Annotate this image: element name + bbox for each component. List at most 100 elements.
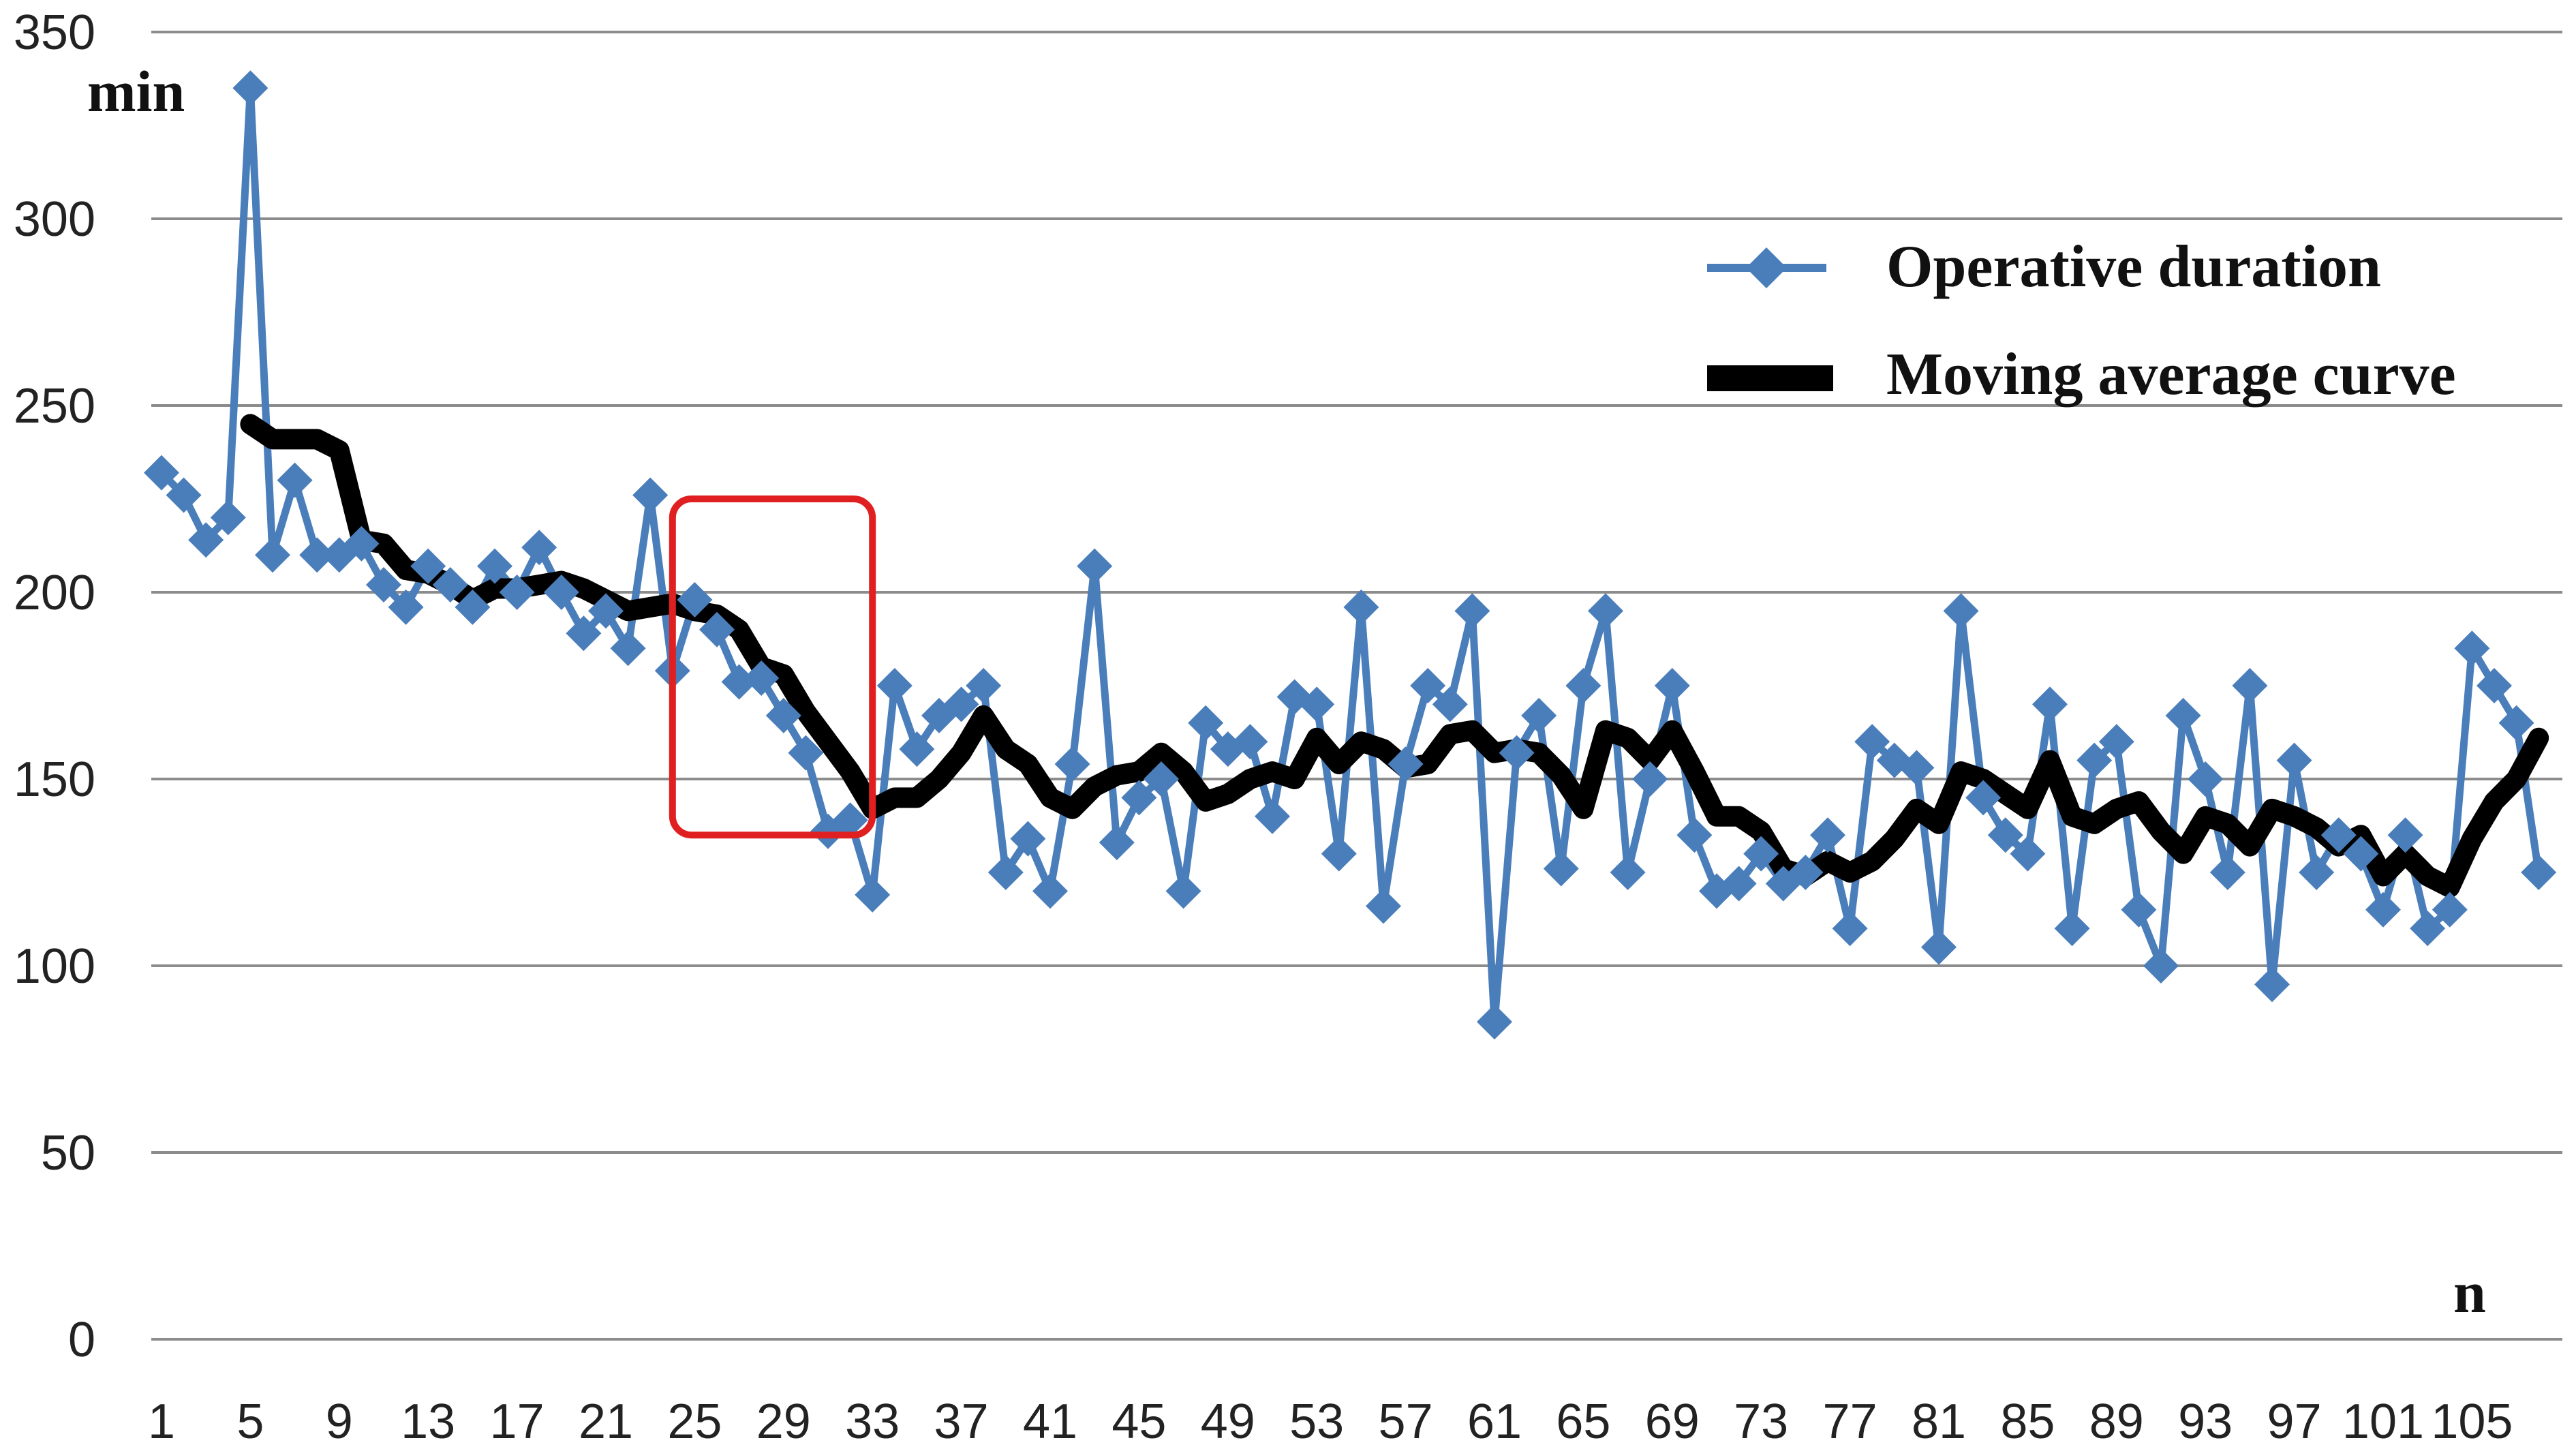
y-tick-label: 350 <box>14 5 95 60</box>
x-tick-label: 105 <box>2431 1394 2513 1449</box>
data-point-operative-duration <box>2032 686 2068 722</box>
x-tick-label: 1 <box>148 1394 175 1449</box>
data-point-operative-duration <box>721 664 757 700</box>
data-point-operative-duration <box>966 668 1002 703</box>
data-point-operative-duration <box>410 548 446 584</box>
data-point-operative-duration <box>2343 836 2379 872</box>
data-point-operative-duration <box>2432 891 2468 928</box>
data-point-operative-duration <box>1743 836 1779 872</box>
data-point-operative-duration <box>2410 911 2446 947</box>
data-point-operative-duration <box>277 462 313 498</box>
data-point-operative-duration <box>2232 668 2268 703</box>
data-point-operative-duration <box>388 589 424 625</box>
x-tick-label: 101 <box>2342 1394 2424 1449</box>
data-point-operative-duration <box>588 593 624 629</box>
data-point-operative-duration <box>1121 780 1157 816</box>
y-tick-label: 200 <box>14 566 95 620</box>
data-point-operative-duration <box>1721 866 1757 902</box>
series-line-operative-duration <box>159 84 2543 1026</box>
data-point-operative-duration <box>1299 686 1335 722</box>
data-point-operative-duration <box>1387 746 1424 782</box>
data-point-operative-duration <box>188 522 224 558</box>
data-point-operative-duration <box>1810 817 1845 853</box>
data-point-operative-duration <box>1854 724 1890 760</box>
data-point-operative-duration <box>2254 966 2290 1003</box>
legend-label-moving-average: Moving average curve <box>1886 341 2456 408</box>
y-axis-ticks: 0 50 100 150 200 250 300 350 <box>14 5 95 1367</box>
data-point-operative-duration <box>743 660 780 697</box>
data-point-operative-duration <box>1788 855 1824 890</box>
data-point-operative-duration <box>855 876 891 913</box>
data-point-operative-duration <box>1144 761 1179 797</box>
x-tick-label: 33 <box>845 1394 900 1449</box>
data-point-operative-duration <box>2299 855 2335 890</box>
data-point-operative-duration <box>299 537 335 573</box>
data-point-operative-duration <box>2209 855 2245 890</box>
x-tick-label: 5 <box>236 1394 264 1449</box>
data-point-operative-duration <box>166 477 202 513</box>
data-point-operative-duration <box>2387 817 2423 853</box>
data-point-operative-duration <box>2098 724 2134 760</box>
x-tick-label: 69 <box>1645 1394 1700 1449</box>
data-point-operative-duration <box>2365 891 2401 928</box>
data-point-operative-duration <box>1943 593 1979 629</box>
data-point-operative-duration <box>477 548 512 584</box>
data-point-operative-duration <box>499 575 535 610</box>
data-point-operative-duration <box>1010 821 1046 857</box>
x-tick-label: 65 <box>1556 1394 1610 1449</box>
x-tick-label: 57 <box>1379 1394 1433 1449</box>
data-point-operative-duration <box>1832 911 1868 947</box>
data-point-operative-duration <box>1188 705 1224 741</box>
x-tick-label: 45 <box>1111 1394 1166 1449</box>
x-tick-label: 29 <box>756 1394 811 1449</box>
data-point-operative-duration <box>1565 668 1601 703</box>
x-tick-label: 13 <box>401 1394 455 1449</box>
data-point-operative-duration <box>1899 750 1935 786</box>
data-point-operative-duration <box>1321 836 1357 872</box>
x-tick-label: 93 <box>2178 1394 2233 1449</box>
highlight-rectangle <box>669 495 876 839</box>
data-point-operative-duration <box>1588 593 1623 629</box>
y-tick-label: 0 <box>68 1313 95 1367</box>
data-point-operative-duration <box>632 477 669 513</box>
x-tick-label: 41 <box>1023 1394 1077 1449</box>
data-point-operative-duration <box>2521 855 2557 890</box>
x-tick-label: 25 <box>667 1394 722 1449</box>
data-point-operative-duration <box>921 697 957 733</box>
data-point-operative-duration <box>1987 817 2023 853</box>
y-tick-label: 150 <box>14 752 95 807</box>
x-tick-label: 49 <box>1201 1394 1255 1449</box>
data-point-operative-duration <box>1077 548 1113 584</box>
data-point-operative-duration <box>1032 873 1068 909</box>
x-tick-label: 85 <box>2000 1394 2055 1449</box>
data-point-operative-duration <box>1366 888 1401 924</box>
data-point-operative-duration <box>2143 948 2179 983</box>
y-axis-label: min <box>87 59 185 124</box>
data-point-operative-duration <box>1477 1004 1512 1040</box>
data-point-operative-duration <box>1521 697 1557 733</box>
data-point-operative-duration <box>788 735 824 771</box>
data-point-operative-duration <box>2320 817 2357 853</box>
data-point-operative-duration <box>521 530 557 566</box>
data-point-operative-duration <box>1054 746 1090 782</box>
x-tick-label: 9 <box>326 1394 353 1449</box>
data-point-operative-duration <box>2165 697 2201 733</box>
x-tick-label: 21 <box>579 1394 633 1449</box>
data-point-operative-duration <box>1654 668 1690 703</box>
data-point-operative-duration <box>2054 911 2090 947</box>
data-point-operative-duration <box>2477 668 2512 703</box>
x-tick-label: 81 <box>1912 1394 1966 1449</box>
data-point-operative-duration <box>1432 686 1468 722</box>
data-point-operative-duration <box>1921 929 1957 965</box>
data-point-operative-duration <box>2188 761 2224 797</box>
legend: Operative duration Moving average curve <box>1707 234 2456 408</box>
y-tick-label: 250 <box>14 379 95 433</box>
x-axis-ticks: 1 5 9 13 17 21 25 29 33 37 41 45 49 53 57 61 65 69 73 77 81 8… <box>148 1394 2513 1449</box>
data-point-operative-duration <box>1499 735 1535 771</box>
data-point-operative-duration <box>610 630 646 667</box>
data-point-operative-duration <box>1343 589 1379 625</box>
data-point-operative-duration <box>677 581 713 617</box>
data-point-operative-duration <box>1410 668 1446 703</box>
data-point-operative-duration <box>455 589 491 625</box>
data-point-operative-duration <box>1232 724 1268 760</box>
